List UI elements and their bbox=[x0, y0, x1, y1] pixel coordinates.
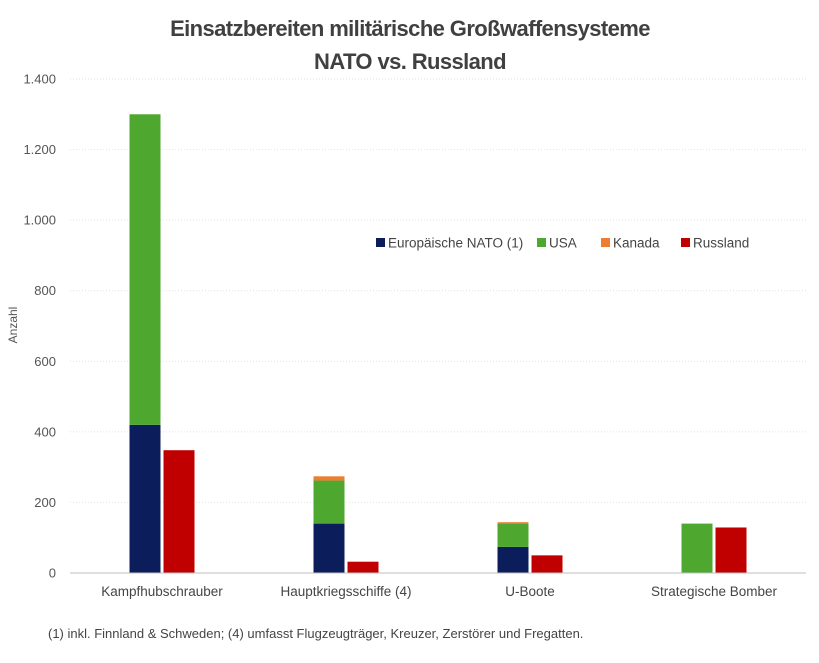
bar-1-2 bbox=[497, 523, 529, 547]
y-tick-label: 0 bbox=[49, 566, 56, 581]
gridlines bbox=[70, 78, 806, 503]
x-axis-categories: Kampfhubschrauber Hauptkriegsschiffe (4) U… bbox=[101, 584, 777, 599]
y-tick-label: 400 bbox=[34, 424, 56, 439]
y-axis-label: Anzahl bbox=[6, 307, 20, 344]
legend-swatch bbox=[537, 238, 546, 247]
bar-1-0 bbox=[129, 114, 161, 425]
y-tick-label: 200 bbox=[34, 495, 56, 510]
legend-label: USA bbox=[549, 236, 577, 251]
chart-title-line-2: NATO vs. Russland bbox=[314, 49, 506, 74]
bar-2-1 bbox=[313, 476, 345, 481]
y-tick-label: 600 bbox=[34, 354, 56, 369]
bars bbox=[129, 114, 747, 573]
bar-0-1 bbox=[313, 523, 345, 573]
bar-1-1 bbox=[313, 480, 345, 524]
y-tick-label: 1.400 bbox=[23, 72, 56, 87]
bar-1-3 bbox=[681, 523, 713, 573]
bar-3-2 bbox=[531, 555, 563, 573]
y-tick-label: 1.000 bbox=[23, 213, 56, 228]
footnote: (1) inkl. Finnland & Schweden; (4) umfas… bbox=[48, 626, 584, 641]
x-category-label: Hauptkriegsschiffe (4) bbox=[280, 584, 411, 599]
x-category-label: Strategische Bomber bbox=[651, 584, 778, 599]
bar-3-3 bbox=[715, 527, 747, 573]
x-category-label: U-Boote bbox=[505, 584, 555, 599]
bar-2-2 bbox=[497, 522, 529, 524]
legend-swatch bbox=[681, 238, 690, 247]
legend: Europäische NATO (1) USA Kanada Russland bbox=[376, 236, 749, 251]
bar-3-1 bbox=[347, 561, 379, 573]
y-tick-label: 1.200 bbox=[23, 142, 56, 157]
chart-title-line-1: Einsatzbereiten militärische Großwaffens… bbox=[170, 16, 650, 41]
legend-swatch bbox=[376, 238, 385, 247]
legend-label: Europäische NATO (1) bbox=[388, 236, 523, 251]
bar-3-0 bbox=[163, 450, 195, 573]
y-axis-ticks: 0 200 400 600 800 1.000 1.200 1.400 bbox=[23, 72, 56, 581]
bar-0-0 bbox=[129, 424, 161, 573]
legend-swatch bbox=[601, 238, 610, 247]
y-tick-label: 800 bbox=[34, 283, 56, 298]
legend-label: Kanada bbox=[613, 236, 660, 251]
chart-title: Einsatzbereiten militärische Großwaffens… bbox=[170, 16, 651, 74]
legend-label: Russland bbox=[693, 236, 749, 251]
x-category-label: Kampfhubschrauber bbox=[101, 584, 223, 599]
bar-0-2 bbox=[497, 546, 529, 573]
